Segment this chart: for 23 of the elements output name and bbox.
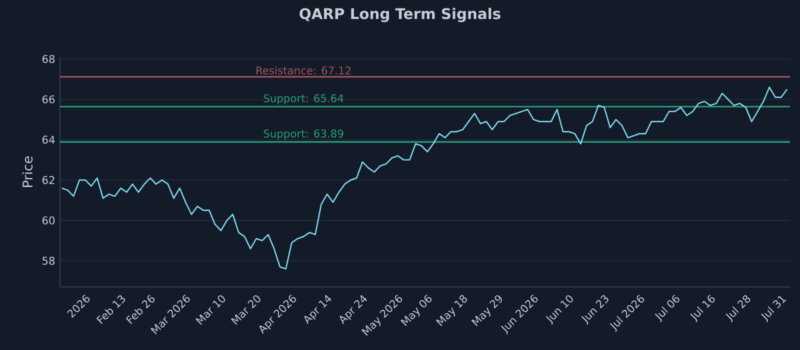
y-tick-label: 68 (42, 54, 55, 64)
y-tick-label: 64 (42, 136, 55, 144)
y-axis-title: Price (22, 156, 33, 187)
x-tick-label: Mar 20 (230, 295, 260, 325)
x-tick-label: Feb 26 (126, 294, 155, 324)
x-tick-label: Jul 16 (690, 294, 715, 322)
x-tick-label: Jun 23 (581, 295, 608, 325)
y-tick-label: 60 (42, 216, 55, 224)
x-tick-label: Jul 06 (654, 294, 680, 322)
x-tick-label: Feb 13 (96, 295, 125, 324)
ref-line-label: Support: 63.89 (264, 130, 344, 140)
x-tick-label: Jun 10 (546, 295, 573, 325)
x-tick-label: Jul 28 (726, 295, 750, 322)
ref-line-label: Resistance: 67.12 (256, 66, 351, 74)
ref-line-label: Support: 65.64 (264, 94, 344, 104)
x-tick-label: Mar 10 (196, 295, 226, 325)
x-tick-label: Apr 14 (304, 294, 332, 324)
chart-title: QARP Long Term Signals (300, 8, 500, 22)
y-tick-label: 62 (42, 176, 54, 184)
y-tick-label: 66 (42, 95, 55, 104)
y-tick-label: 58 (42, 256, 55, 265)
x-tick-label: Apr 24 (340, 294, 367, 324)
x-tick-label: Jul 31 (761, 296, 786, 322)
